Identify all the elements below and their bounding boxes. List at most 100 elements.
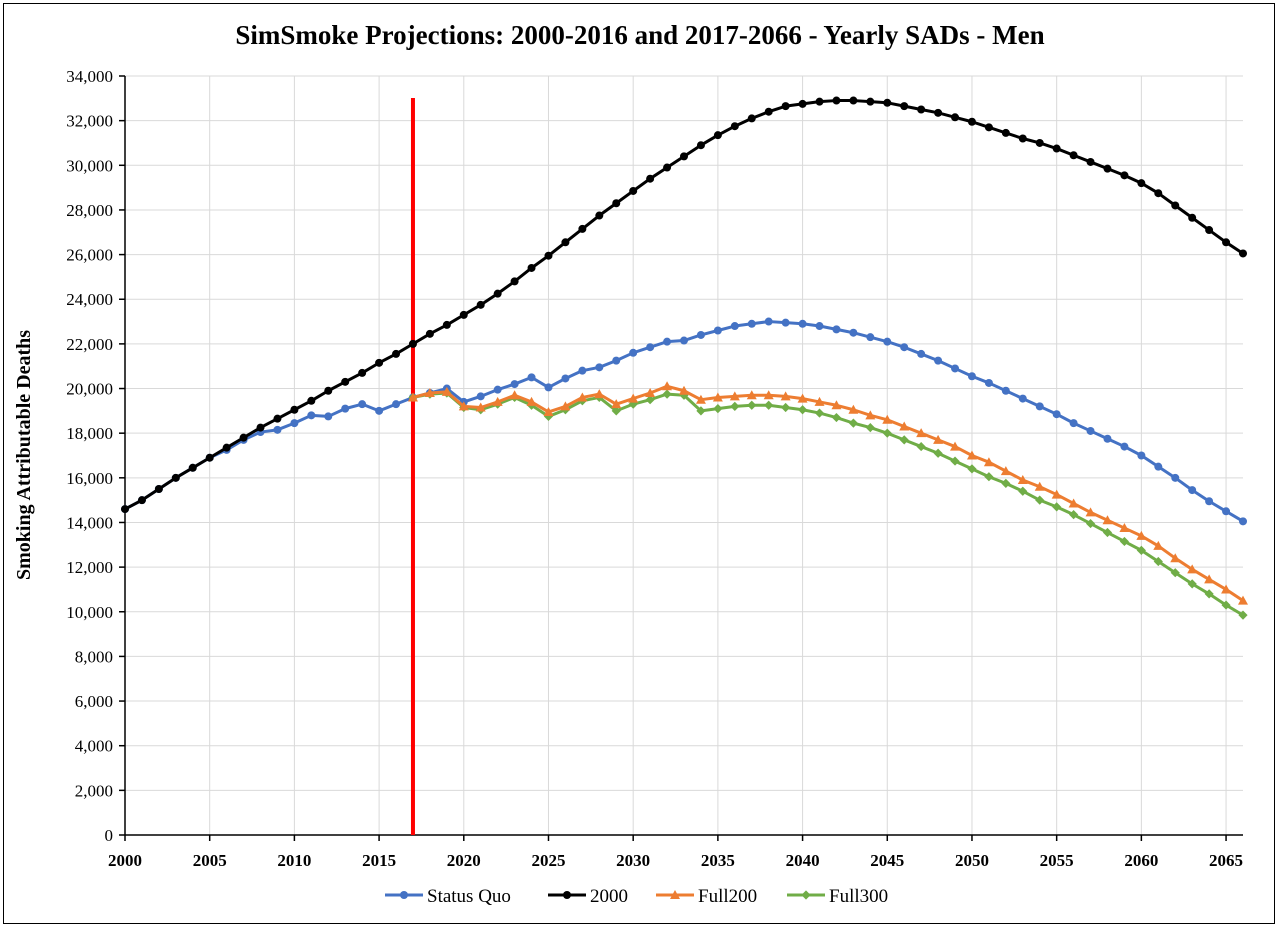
y-tick-label: 0	[105, 826, 114, 845]
data-point	[934, 108, 943, 117]
data-point	[188, 463, 197, 472]
data-point	[679, 385, 689, 395]
data-point	[1102, 527, 1113, 538]
data-point	[273, 414, 282, 423]
data-point	[966, 450, 977, 460]
data-point	[324, 386, 333, 395]
data-point	[1239, 517, 1247, 526]
data-point	[407, 392, 418, 402]
legend-label: Full300	[829, 886, 888, 907]
data-point	[1238, 610, 1248, 620]
legend-label: Status Quo	[427, 886, 511, 907]
data-point	[917, 349, 926, 358]
data-point	[646, 343, 655, 352]
data-point	[883, 98, 892, 107]
data-point	[967, 372, 976, 381]
series-line	[412, 391, 1244, 617]
data-point	[1017, 475, 1028, 485]
data-point	[137, 496, 146, 505]
data-point	[899, 435, 909, 445]
data-point	[1051, 489, 1062, 499]
data-point	[951, 113, 960, 122]
data-point	[747, 319, 756, 328]
data-point	[645, 387, 656, 397]
data-point	[713, 404, 723, 414]
data-point	[713, 326, 722, 335]
y-tick-label: 14,000	[66, 513, 113, 532]
data-point	[747, 114, 756, 123]
data-point	[645, 395, 655, 405]
data-point	[358, 368, 367, 377]
data-point	[1119, 523, 1130, 533]
y-tick-label: 16,000	[66, 469, 113, 488]
data-point	[801, 890, 811, 900]
data-point	[628, 393, 639, 403]
data-point	[798, 99, 807, 108]
data-point	[324, 412, 333, 421]
data-point	[900, 102, 909, 111]
series-layer	[121, 96, 1248, 620]
data-point	[984, 123, 993, 132]
data-point	[611, 399, 622, 409]
data-point	[510, 380, 519, 389]
data-point	[780, 391, 791, 401]
data-point	[1103, 164, 1112, 173]
data-point	[967, 117, 976, 126]
data-point	[1052, 410, 1061, 419]
data-point	[663, 337, 672, 346]
data-point	[798, 319, 807, 328]
data-point	[1001, 128, 1010, 137]
legend-label: 2000	[590, 886, 628, 907]
data-point	[933, 448, 943, 458]
legend: Status Quo 2000 Full200 Full300	[385, 886, 888, 907]
data-point	[730, 122, 739, 131]
data-point	[442, 320, 451, 329]
data-point	[290, 405, 299, 414]
data-point	[882, 414, 893, 424]
data-point	[1205, 497, 1214, 506]
data-point	[848, 418, 858, 428]
data-point	[1136, 530, 1147, 540]
data-point	[1052, 144, 1061, 153]
data-point	[1221, 600, 1231, 610]
data-point	[493, 289, 502, 298]
series-line	[124, 99, 1244, 511]
data-point	[400, 891, 408, 899]
data-point	[680, 336, 688, 345]
data-point	[1205, 226, 1214, 235]
data-point	[543, 411, 554, 422]
data-point	[1221, 584, 1232, 594]
data-point	[1171, 473, 1180, 482]
data-point	[476, 300, 485, 309]
data-point	[815, 322, 824, 331]
data-point	[679, 390, 689, 400]
data-point	[730, 401, 740, 411]
data-point	[680, 152, 688, 161]
data-point	[983, 457, 994, 467]
data-point	[696, 330, 705, 339]
legend-item: Full300	[787, 886, 888, 907]
data-point	[612, 356, 621, 365]
data-point	[814, 408, 825, 418]
data-point	[764, 107, 773, 116]
data-point	[814, 396, 825, 406]
x-tick-label: 2065	[1209, 851, 1243, 870]
data-point	[781, 402, 791, 413]
data-point	[1068, 498, 1079, 508]
data-point	[1018, 394, 1027, 403]
y-tick-label: 28,000	[66, 201, 113, 220]
data-point	[629, 186, 638, 195]
data-point	[358, 400, 367, 409]
data-point	[831, 412, 842, 423]
data-point	[256, 423, 265, 432]
data-point	[815, 97, 824, 106]
data-point	[544, 251, 553, 260]
y-tick-label: 18,000	[66, 424, 113, 443]
data-point	[392, 349, 401, 358]
data-point	[1103, 434, 1112, 443]
data-point	[1119, 536, 1130, 547]
data-point	[1170, 568, 1180, 578]
data-point	[712, 392, 723, 402]
data-point	[611, 406, 621, 416]
